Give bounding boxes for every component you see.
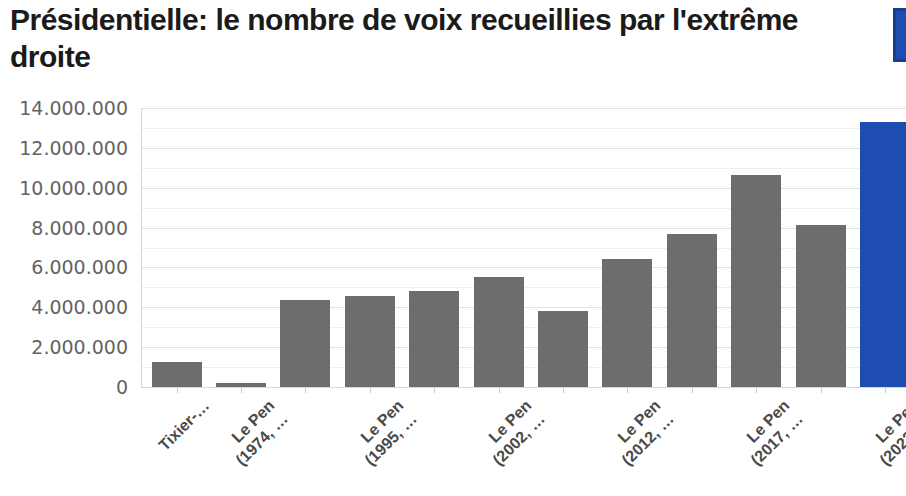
x-axis-tick	[370, 388, 371, 393]
bar[interactable]	[345, 296, 395, 387]
bar[interactable]	[409, 291, 459, 387]
bar[interactable]	[667, 234, 717, 387]
bar[interactable]	[474, 277, 524, 387]
bar[interactable]	[731, 175, 781, 387]
x-axis-tick	[434, 388, 435, 393]
gridline-minor	[142, 208, 906, 209]
x-axis-tick	[241, 388, 242, 393]
corner-brand-badge[interactable]	[893, 8, 906, 62]
x-axis-tick	[177, 388, 178, 393]
gridline-minor	[142, 248, 906, 249]
bar[interactable]	[538, 311, 588, 387]
y-axis-tick-label: 0	[0, 376, 128, 398]
gridline-major	[142, 307, 906, 308]
x-axis-category-label: Le Pen (1974, …	[218, 396, 291, 469]
y-axis-tick-label: 14.000.000	[0, 97, 128, 119]
x-axis-tick	[885, 388, 886, 393]
chart-page: Présidentielle: le nombre de voix recuei…	[0, 0, 906, 496]
y-axis-tick-label: 12.000.000	[0, 137, 128, 159]
gridline-minor	[142, 168, 906, 169]
x-axis-category-label: Le Pen (2012, …	[604, 396, 677, 469]
gridline-major	[142, 228, 906, 229]
bar[interactable]	[152, 362, 202, 387]
x-axis-line	[141, 387, 906, 388]
x-axis-tick	[499, 388, 500, 393]
gridline-minor	[142, 327, 906, 328]
bar[interactable]	[796, 225, 846, 387]
y-axis-tick-label: 4.000.000	[0, 296, 128, 318]
x-axis-tick	[692, 388, 693, 393]
x-axis-category-label: Le Pen (1995, …	[347, 396, 420, 469]
x-axis-category-label: Le Pen (2022, …	[862, 396, 906, 469]
y-axis-tick-label: 2.000.000	[0, 336, 128, 358]
y-axis-tick-label: 10.000.000	[0, 177, 128, 199]
x-axis-tick	[305, 388, 306, 393]
gridline-major	[142, 148, 906, 149]
bar[interactable]	[280, 300, 330, 387]
chart-title: Présidentielle: le nombre de voix recuei…	[10, 1, 876, 75]
bar[interactable]	[216, 383, 266, 387]
x-axis-tick	[821, 388, 822, 393]
x-axis-category-label: Tixier-…	[155, 396, 214, 455]
bar[interactable]	[602, 259, 652, 387]
bar[interactable]	[860, 122, 906, 387]
x-axis-category-label: Le Pen (2017, …	[733, 396, 806, 469]
y-axis-line	[141, 108, 142, 387]
x-axis-tick	[627, 388, 628, 393]
y-axis-tick-label: 8.000.000	[0, 217, 128, 239]
gridline-major	[142, 267, 906, 268]
x-axis-category-label: Le Pen (2002, …	[475, 396, 548, 469]
x-axis-tick	[563, 388, 564, 393]
gridline-minor	[142, 287, 906, 288]
x-axis-tick	[756, 388, 757, 393]
gridline-minor	[142, 128, 906, 129]
y-axis-tick-label: 6.000.000	[0, 256, 128, 278]
gridline-minor	[142, 367, 906, 368]
gridline-major	[142, 188, 906, 189]
gridline-major	[142, 108, 906, 109]
gridline-major	[142, 347, 906, 348]
